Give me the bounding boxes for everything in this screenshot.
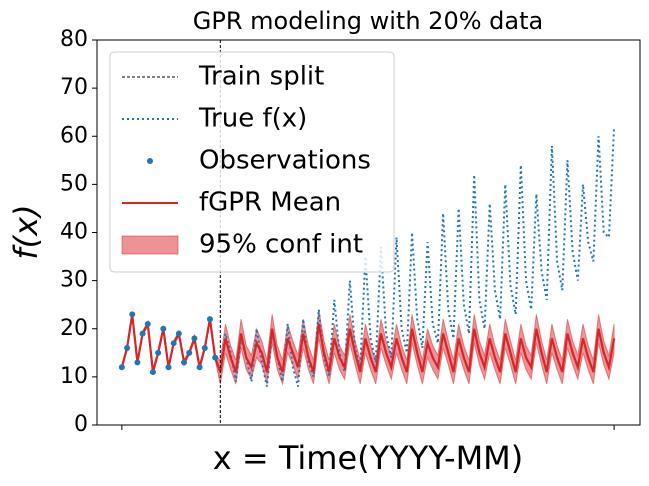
legend-key: [147, 158, 153, 164]
observation: [118, 364, 125, 371]
observation: [124, 345, 131, 351]
observation: [155, 349, 162, 356]
observation: [129, 311, 136, 318]
observation: [144, 320, 151, 327]
legend-label: Train split: [198, 62, 324, 92]
legend-label: Observations: [199, 146, 371, 176]
y-tick-label: 50: [60, 171, 88, 196]
observation: [206, 316, 213, 323]
plot: [118, 126, 616, 387]
observation: [165, 364, 172, 371]
observation: [212, 354, 219, 361]
y-tick-label: 20: [60, 316, 88, 341]
y-axis-label: f(x): [7, 204, 45, 259]
plot-frame: [96, 39, 641, 426]
observation: [186, 349, 193, 356]
y-tick-label: 30: [60, 268, 88, 293]
legend-box: [109, 51, 395, 273]
observation: [134, 359, 141, 366]
y-tick-label: 10: [60, 364, 88, 389]
legend-label: fGPR Mean: [199, 188, 341, 218]
observation: [170, 340, 177, 347]
chart-title: GPR modeling with 20% data: [193, 7, 543, 35]
y-tick-label: 80: [60, 27, 88, 52]
observation: [139, 330, 146, 337]
y-tick-label: 60: [60, 123, 88, 148]
observation: [196, 364, 203, 371]
mean-line: [120, 314, 616, 373]
observation: [201, 345, 208, 351]
legend-key: [121, 235, 179, 255]
observation: [149, 369, 156, 376]
observation: [191, 335, 198, 342]
x-axis-label: x = Time(YYYY-MM): [213, 439, 524, 477]
y-tick-label: 0: [74, 412, 88, 437]
observation: [175, 330, 182, 337]
observation: [160, 325, 167, 332]
legend-label: True f(x): [198, 104, 307, 134]
observation: [181, 359, 188, 366]
y-tick-label: 40: [60, 220, 88, 245]
y-tick-label: 70: [60, 75, 88, 100]
legend-label: 95% conf int: [199, 230, 363, 260]
